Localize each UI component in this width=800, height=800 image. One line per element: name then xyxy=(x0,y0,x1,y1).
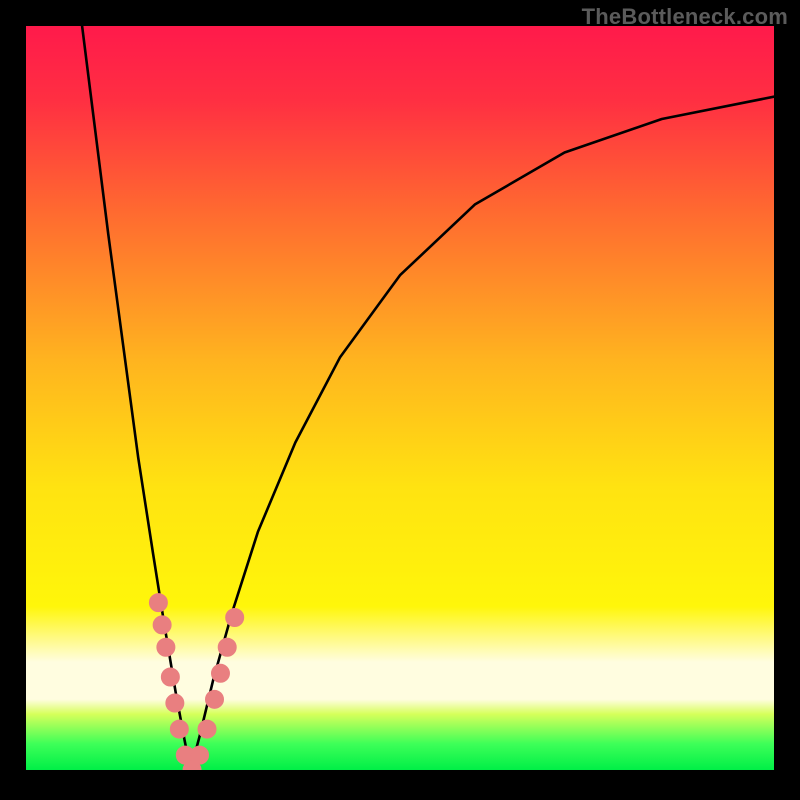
marker-dot xyxy=(161,668,179,686)
marker-dot xyxy=(206,690,224,708)
marker-dot xyxy=(153,616,171,634)
marker-dot xyxy=(211,664,229,682)
marker-dot xyxy=(226,608,244,626)
marker-dot xyxy=(149,594,167,612)
plot-svg xyxy=(26,26,774,770)
marker-dot xyxy=(157,638,175,656)
marker-dot xyxy=(218,638,236,656)
plot-area xyxy=(26,26,774,770)
marker-dot xyxy=(191,746,209,764)
marker-dot xyxy=(170,720,188,738)
chart-frame: TheBottleneck.com xyxy=(0,0,800,800)
gradient-background xyxy=(26,26,774,770)
watermark-text: TheBottleneck.com xyxy=(582,4,788,30)
marker-dot xyxy=(198,720,216,738)
marker-dot xyxy=(166,694,184,712)
